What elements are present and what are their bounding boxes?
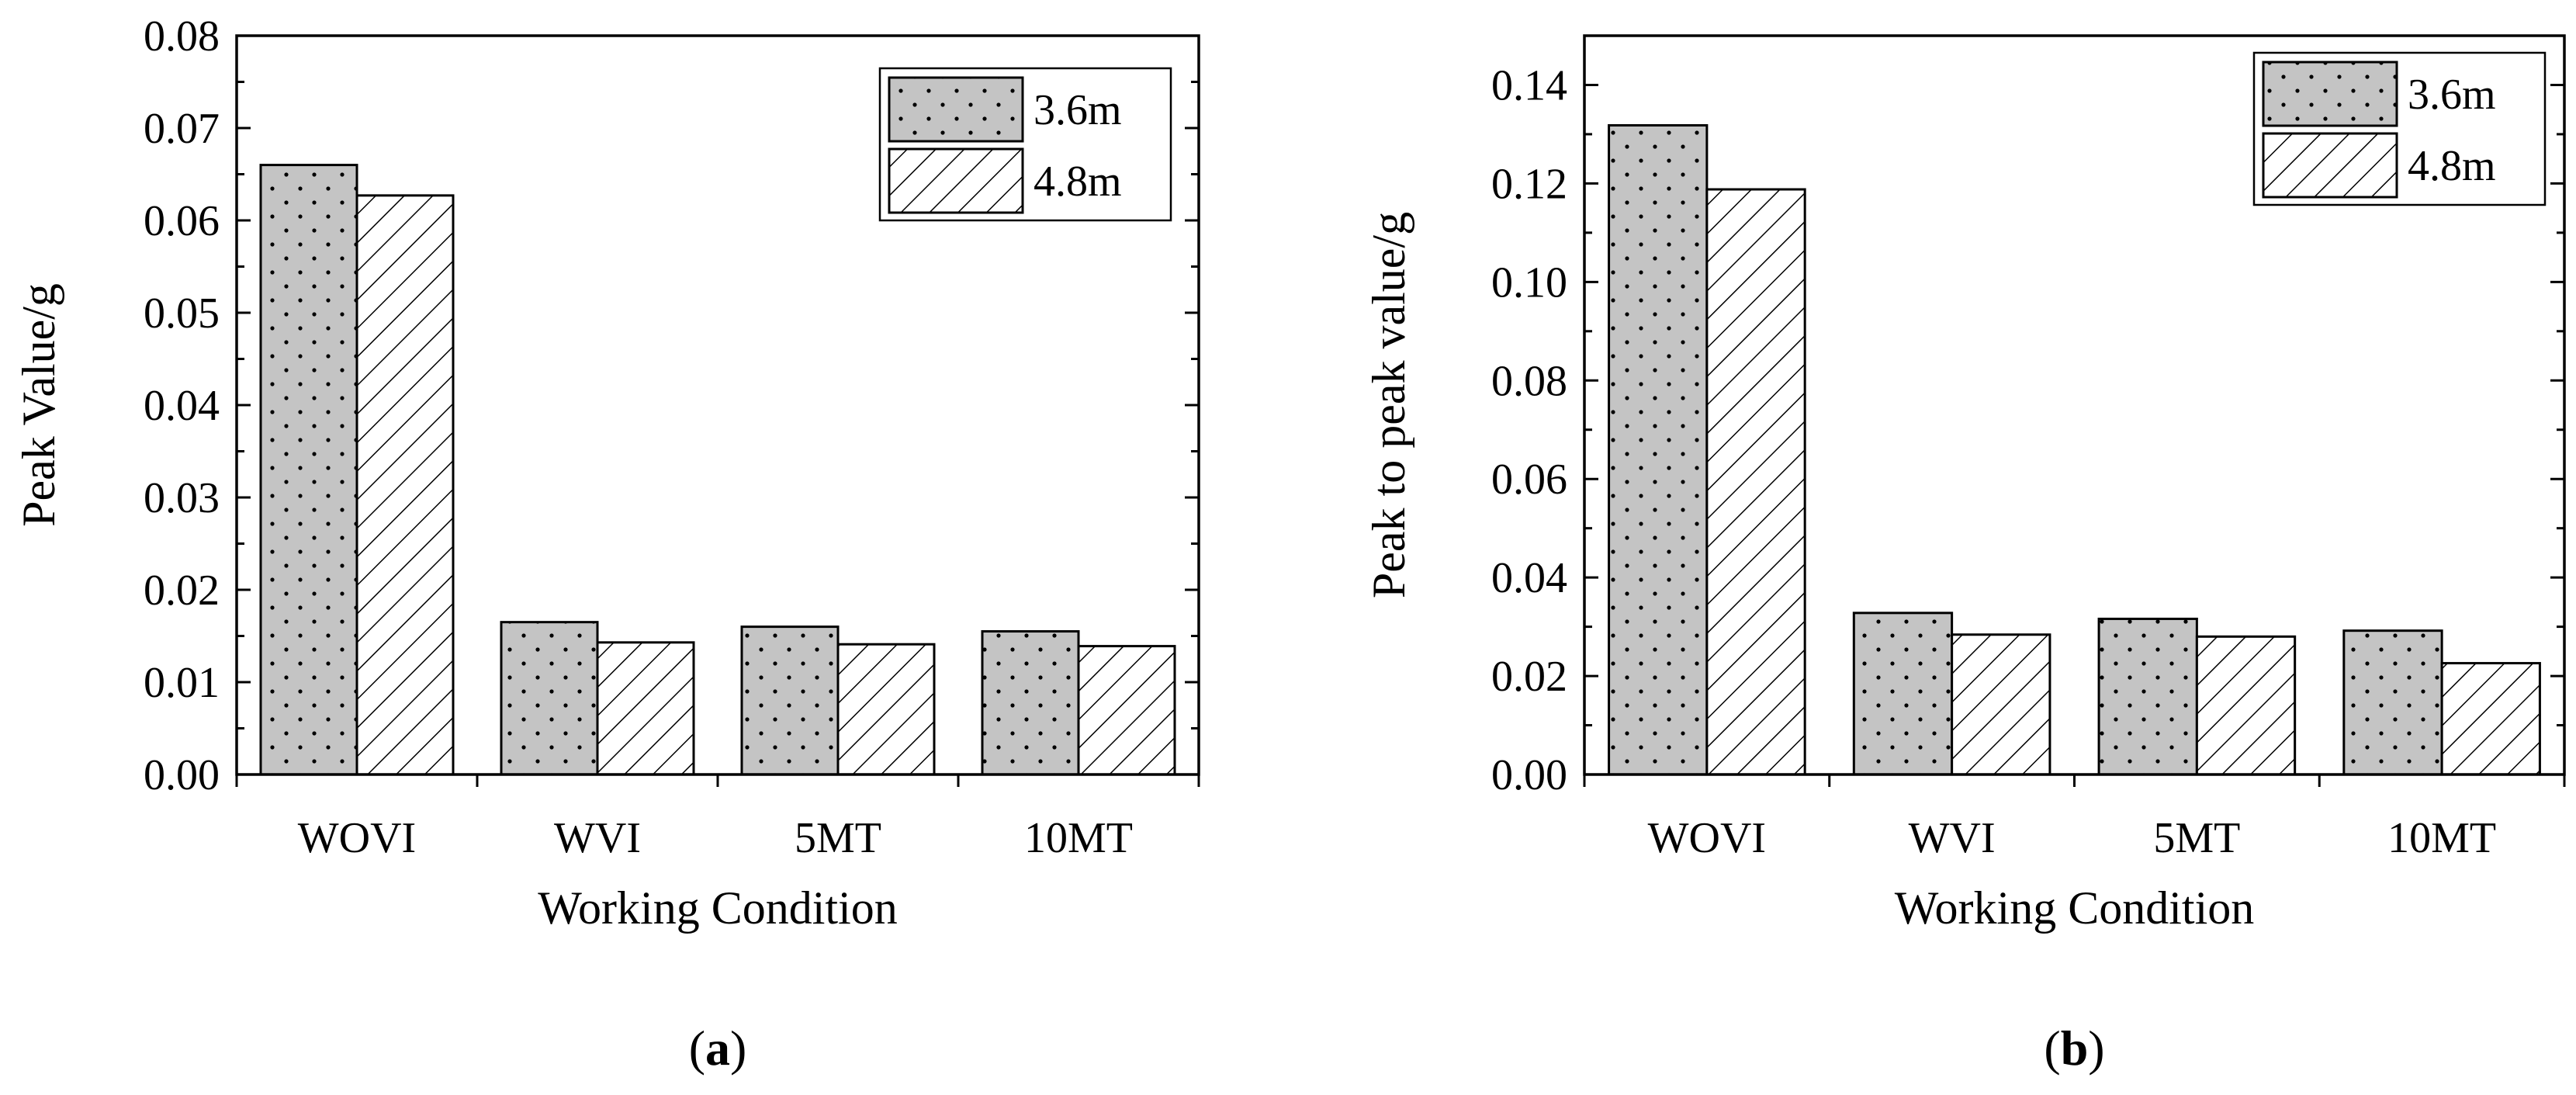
chart-a-ytick-label: 0.07 (144, 105, 220, 153)
chart-a-panel-letter: a (705, 1020, 730, 1076)
chart-b-ytick-label: 0.08 (1491, 357, 1567, 405)
chart-a-legend-label: 4.8m (1034, 158, 1122, 206)
chart-b-ytick-label: 0.14 (1491, 61, 1567, 109)
chart-b-legend-swatch-dotted (2262, 61, 2398, 127)
chart-b-bar-wovi-3.6m (1608, 124, 1709, 776)
chart-a-xtick-label: 10MT (1024, 814, 1133, 862)
chart-a-legend-swatch-dotted (888, 76, 1024, 143)
chart-b-ytick-label: 0.02 (1491, 653, 1567, 701)
chart-b: WOVI WVI 5MT 10MT 0.00 0.02 0.04 0.06 0.08 0.10 0.… (1363, 34, 2566, 1076)
chart-b-legend-label: 3.6m (2408, 71, 2496, 119)
chart-a-ytick-label: 0.01 (144, 659, 220, 707)
chart-b-ytick-label: 0.06 (1491, 456, 1567, 504)
chart-a-bar-10mt-3.6m (981, 630, 1080, 776)
chart-b-bar-10mt-4.8m (2440, 662, 2541, 776)
chart-a: WOVI WVI 5MT 10MT 0.00 0.01 0.02 0.03 0.04 0.05 0.… (13, 12, 1200, 1076)
chart-b-legend-swatch-hatched (2262, 132, 2398, 199)
chart-b-bar-10mt-3.6m (2342, 629, 2443, 776)
chart-a-panel-label: (a) (689, 1020, 747, 1076)
chart-a-bar-wovi-3.6m (259, 164, 358, 776)
chart-a-legend-label: 3.6m (1034, 86, 1122, 134)
chart-a-bar-wovi-4.8m (355, 194, 455, 776)
chart-a-x-axis-label: Working Condition (538, 882, 898, 934)
chart-a-ytick-label: 0.05 (144, 289, 220, 338)
chart-b-xtick-label: WVI (1909, 814, 1996, 862)
chart-a-xtick-label: 5MT (795, 814, 881, 862)
chart-b-bar-wvi-4.8m (1951, 633, 2051, 776)
chart-a-plot-frame (235, 34, 1200, 776)
chart-b-panel-letter: b (2061, 1020, 2089, 1076)
chart-a-ytick-label: 0.08 (144, 12, 220, 61)
chart-b-bar-wovi-4.8m (1705, 188, 1806, 776)
chart-b-x-axis-label: Working Condition (1895, 882, 2255, 934)
chart-a-y-axis-label: Peak Value/g (13, 283, 64, 527)
chart-a-ytick-label: 0.00 (144, 751, 220, 799)
chart-a-xtick-label: WOVI (298, 814, 416, 862)
chart-a-bar-wvi-4.8m (596, 641, 695, 776)
chart-a-xtick-label: WVI (554, 814, 641, 862)
chart-b-ytick-label: 0.00 (1491, 751, 1567, 799)
chart-b-plot-frame (1583, 34, 2566, 776)
chart-b-ytick-label: 0.12 (1491, 160, 1567, 208)
chart-b-xtick-label: 10MT (2387, 814, 2496, 862)
chart-a-bar-10mt-4.8m (1077, 645, 1176, 776)
chart-b-ytick-label: 0.10 (1491, 258, 1567, 307)
chart-a-ytick-label: 0.03 (144, 474, 220, 522)
chart-b-bar-5mt-3.6m (2097, 617, 2198, 776)
chart-b-bar-5mt-4.8m (2195, 635, 2297, 776)
chart-a-bar-wvi-3.6m (500, 621, 599, 776)
chart-b-xtick-label: 5MT (2153, 814, 2240, 862)
chart-b-bar-wvi-3.6m (1852, 612, 1954, 776)
chart-a-legend-swatch-hatched (888, 147, 1024, 214)
chart-b-xtick-label: WOVI (1648, 814, 1766, 862)
chart-a-ytick-label: 0.02 (144, 567, 220, 615)
chart-b-ytick-label: 0.04 (1491, 554, 1567, 602)
chart-b-panel-label: (b) (2044, 1020, 2104, 1076)
chart-a-ytick-label: 0.06 (144, 197, 220, 245)
chart-a-ytick-label: 0.04 (144, 382, 220, 430)
chart-b-legend-label: 4.8m (2408, 142, 2496, 190)
chart-a-bar-5mt-3.6m (740, 625, 840, 776)
chart-a-bar-5mt-4.8m (836, 643, 936, 776)
chart-b-y-axis-label: Peak to peak value/g (1363, 212, 1414, 598)
